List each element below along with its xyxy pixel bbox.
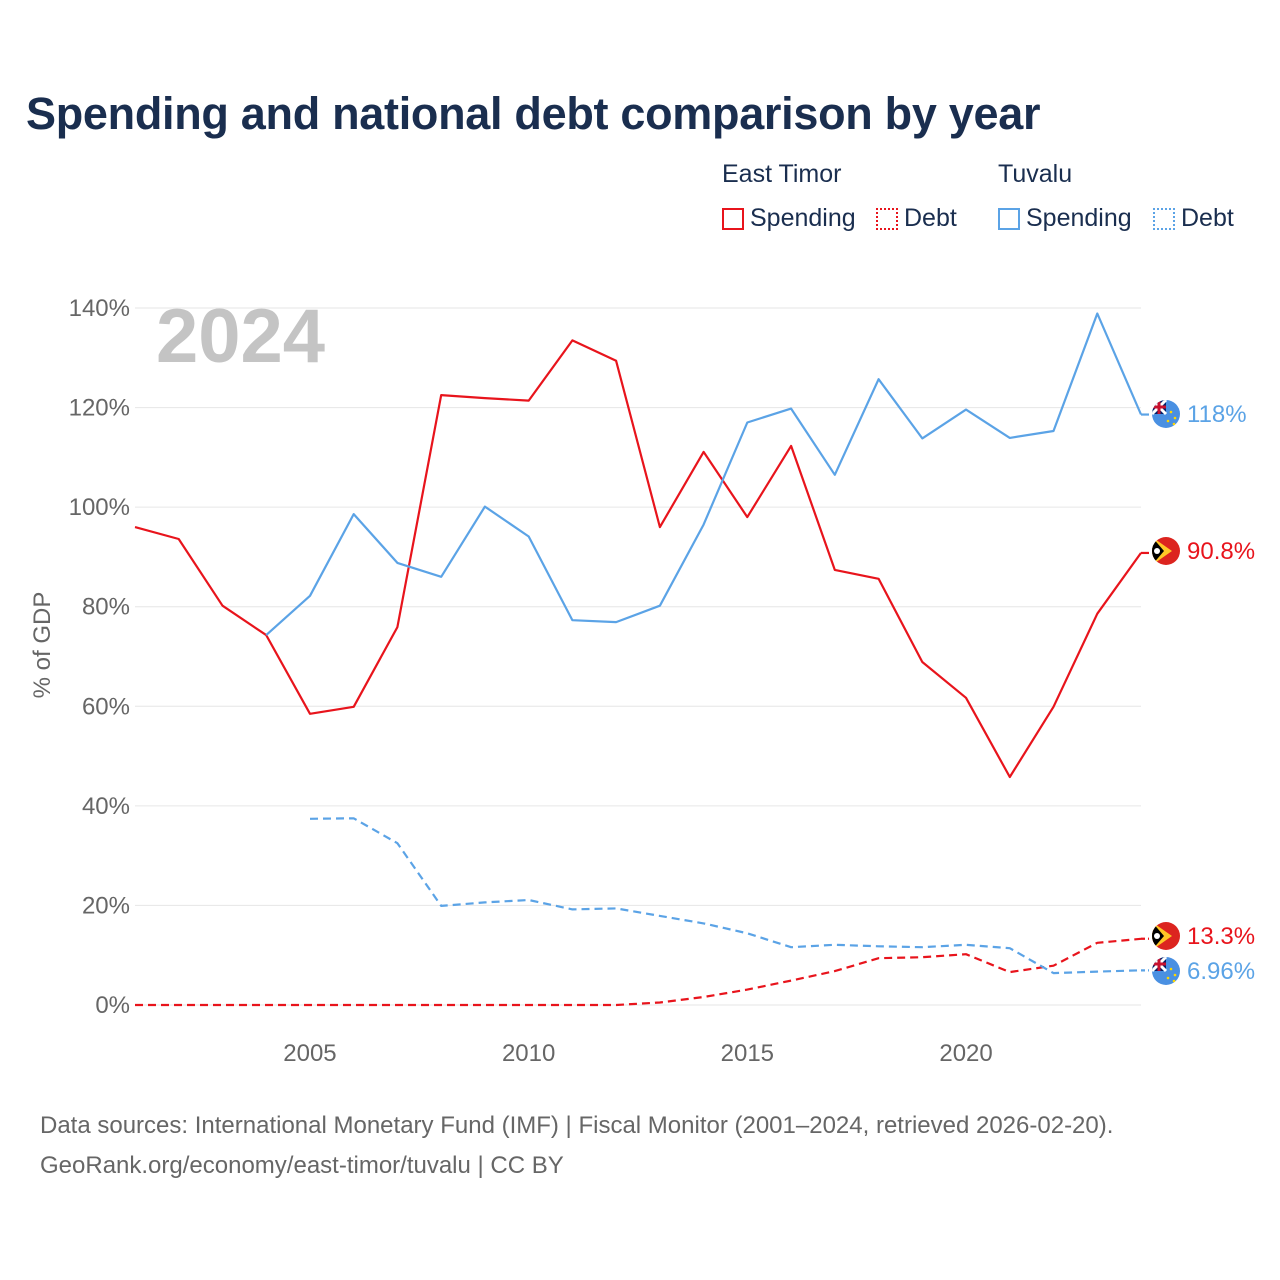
year-watermark: 2024 <box>156 294 325 379</box>
legend-group-tuvalu: Tuvalu <box>998 160 1073 188</box>
east-timor-flag-icon <box>1152 537 1180 565</box>
gridlines <box>135 307 1141 1006</box>
east-timor-flag-icon <box>1152 922 1180 950</box>
attribution-line: GeoRank.org/economy/east-timor/tuvalu | … <box>40 1152 564 1179</box>
end-label-tuvalu-debt: 6.96% <box>1187 958 1255 985</box>
x-axis: 2005 2010 2015 2020 <box>283 1040 992 1067</box>
legend-label: Debt <box>1181 204 1234 232</box>
y-tick-label: 0% <box>95 992 130 1019</box>
legend-label: Spending <box>1026 204 1132 232</box>
y-tick-label: 120% <box>69 395 130 422</box>
legend-label: Spending <box>750 204 856 232</box>
chart-title: Spending and national debt comparison by… <box>26 88 1041 139</box>
legend-group-east-timor: East Timor <box>722 160 842 188</box>
solid-swatch-icon <box>998 207 1020 230</box>
legend-item-tuvalu-debt[interactable]: Debt <box>1153 204 1234 233</box>
dotted-swatch-icon <box>1153 207 1175 230</box>
y-tick-label: 140% <box>69 295 130 322</box>
solid-swatch-icon <box>722 207 744 230</box>
legend-item-east-timor-debt[interactable]: Debt <box>876 204 957 233</box>
y-tick-label: 100% <box>69 494 130 521</box>
x-tick-label: 2005 <box>283 1040 336 1067</box>
y-axis-label: % of GDP <box>29 592 56 699</box>
tuvalu-flag-icon <box>1152 957 1180 985</box>
series-line-tuvalu-spending <box>265 312 1143 636</box>
x-tick-label: 2010 <box>502 1040 555 1067</box>
legend-item-tuvalu-spending[interactable]: Spending <box>998 204 1132 233</box>
dotted-swatch-icon <box>876 207 898 230</box>
tuvalu-flag-icon <box>1152 400 1180 428</box>
series-lines <box>134 312 1149 1007</box>
end-label-tuvalu-spending: 118% <box>1187 401 1247 428</box>
x-tick-label: 2020 <box>939 1040 992 1067</box>
end-label-east-timor-spending: 90.8% <box>1187 538 1255 565</box>
x-tick-label: 2015 <box>721 1040 774 1067</box>
line-chart: 0%20%40%60%80%100%120%140% 2005 2010 2015 2… <box>29 294 1255 1067</box>
y-tick-label: 40% <box>82 793 130 820</box>
legend-item-east-timor-spending[interactable]: Spending <box>722 204 856 233</box>
y-axis: 0% 20% 40% 60% 80% 100% 120% 140% <box>69 295 130 1019</box>
y-tick-label: 20% <box>82 892 130 919</box>
series-line-tuvalu-debt <box>309 817 1142 975</box>
y-tick-label: 80% <box>82 594 130 621</box>
data-sources: Data sources: International Monetary Fun… <box>40 1106 1113 1186</box>
sources-line: Data sources: International Monetary Fun… <box>40 1112 1114 1139</box>
y-tick-label: 60% <box>82 693 130 720</box>
legend-label: Debt <box>904 204 957 232</box>
series-line-east-timor-debt <box>135 937 1142 1007</box>
series-line-east-timor-spending <box>134 339 1142 779</box>
end-label-east-timor-debt: 13.3% <box>1187 923 1255 950</box>
